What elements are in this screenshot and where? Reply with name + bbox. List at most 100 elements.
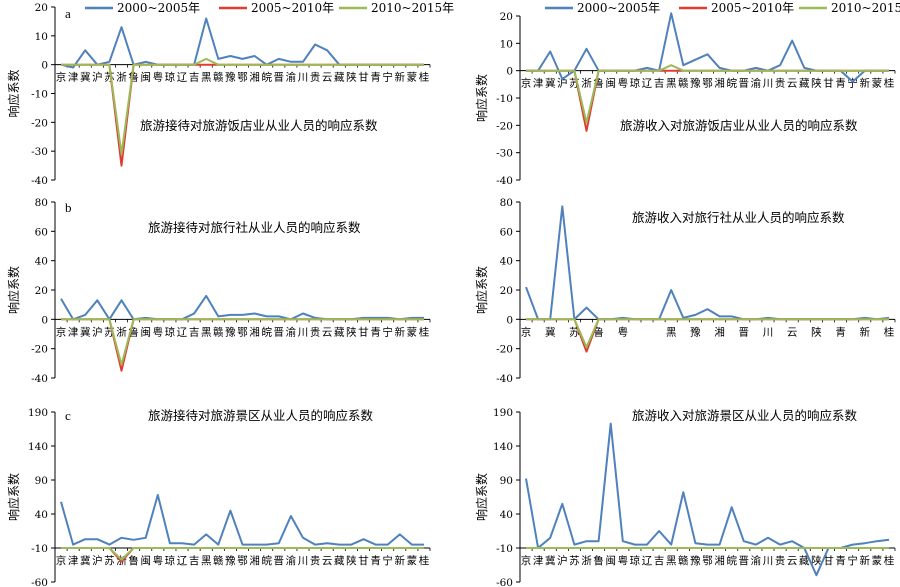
x-tick-label: 陕 — [346, 71, 357, 84]
x-tick-label: 桂 — [419, 325, 430, 338]
x-tick-label: 川 — [763, 78, 774, 90]
y-tick-label: 60 — [35, 226, 48, 238]
chart-panel: 1901409040-10-60京津冀沪苏浙鲁闽粤琼辽吉黑赣豫鄂湘皖晋渝川贵云藏… — [474, 407, 896, 587]
x-tick-label: 皖 — [726, 77, 737, 90]
legend-label: 2000~2005年 — [577, 1, 660, 15]
x-tick-label: 京 — [56, 71, 67, 84]
x-tick-label: 蒙 — [407, 71, 418, 84]
chart-title: 旅游收入对旅游饭店业从业人员的响应系数 — [620, 118, 858, 133]
x-tick-label: 津 — [533, 555, 544, 567]
y-tick-label: -20 — [31, 344, 48, 356]
x-tick-label: 津 — [68, 326, 79, 338]
x-tick-label: 闽 — [140, 325, 151, 338]
x-tick-label: 晋 — [274, 555, 285, 567]
legend: 2000~2005年 2005~2010年 2010~2015年 — [85, 1, 454, 15]
x-tick-label: 浙 — [581, 555, 592, 567]
legend-label: 2005~2010年 — [251, 1, 334, 15]
x-tick-label: 琼 — [165, 325, 176, 338]
y-tick-label: -60 — [31, 577, 48, 587]
y-tick-label: 20 — [35, 2, 48, 14]
panel-label: a — [65, 6, 71, 21]
x-tick-label: 黑 — [666, 78, 677, 90]
x-tick-label: 云 — [322, 555, 333, 567]
x-tick-label: 琼 — [165, 554, 176, 567]
x-tick-label: 川 — [298, 326, 309, 338]
x-tick-label: 冀 — [80, 554, 91, 567]
chart-panel: 1901409040-10-60京津冀沪苏浙鲁闽粤琼辽吉黑赣豫鄂湘皖晋渝川贵云藏… — [6, 407, 431, 587]
series-line — [60, 294, 424, 321]
y-tick-label: -60 — [496, 577, 513, 587]
x-tick-label: 京 — [56, 325, 67, 338]
x-tick-label: 辽 — [177, 72, 188, 84]
x-tick-label: 皖 — [261, 325, 272, 338]
x-tick-label: 浙 — [116, 72, 127, 84]
x-tick-label: 吉 — [189, 72, 200, 84]
x-tick-label: 甘 — [358, 554, 369, 567]
x-tick-label: 陕 — [811, 77, 822, 90]
x-tick-label: 粤 — [153, 325, 164, 338]
x-tick-label: 冀 — [80, 71, 91, 84]
x-tick-label: 蒙 — [407, 554, 418, 567]
x-tick-label: 甘 — [358, 325, 369, 338]
x-tick-label: 鄂 — [237, 326, 248, 338]
y-tick-label: 140 — [28, 441, 48, 453]
y-tick-label: 40 — [500, 509, 513, 521]
x-tick-label: 豫 — [690, 325, 701, 338]
y-tick-label: 40 — [35, 256, 48, 268]
x-tick-label: 川 — [298, 72, 309, 84]
y-axis-label: 响应系数 — [6, 266, 21, 314]
x-tick-label: 粤 — [618, 325, 629, 338]
y-tick-label: 0 — [41, 314, 48, 326]
x-tick-label: 陕 — [811, 325, 822, 338]
x-tick-label: 皖 — [261, 554, 272, 567]
y-tick-label: 90 — [35, 475, 48, 487]
x-tick-label: 津 — [68, 72, 79, 84]
x-tick-label: 沪 — [557, 77, 568, 90]
y-tick-label: -10 — [31, 543, 48, 555]
y-tick-label: 40 — [35, 509, 48, 521]
x-tick-label: 贵 — [310, 71, 321, 84]
x-tick-label: 甘 — [823, 77, 834, 90]
y-tick-label: 20 — [500, 11, 513, 23]
x-tick-label: 蒙 — [872, 554, 883, 567]
x-tick-label: 新 — [395, 554, 406, 567]
x-tick-label: 贵 — [775, 554, 786, 567]
x-tick-label: 渝 — [286, 554, 297, 567]
y-tick-label: 0 — [41, 60, 48, 72]
y-axis-label: 响应系数 — [474, 473, 489, 521]
x-tick-label: 豫 — [690, 554, 701, 567]
legend-label: 2010~2015年 — [371, 1, 454, 15]
x-tick-label: 云 — [322, 326, 333, 338]
x-tick-label: 晋 — [274, 72, 285, 84]
x-tick-label: 青 — [835, 77, 846, 90]
series-line — [60, 17, 424, 69]
panel-label: c — [65, 408, 71, 423]
x-tick-label: 青 — [835, 554, 846, 567]
x-tick-label: 粤 — [153, 554, 164, 567]
x-tick-label: 陕 — [346, 325, 357, 338]
y-tick-label: 40 — [500, 256, 513, 268]
x-tick-label: 琼 — [165, 71, 176, 84]
x-tick-label: 鲁 — [128, 325, 139, 338]
x-tick-label: 新 — [860, 325, 871, 338]
x-tick-label: 闽 — [140, 71, 151, 84]
y-tick-label: 20 — [500, 285, 513, 297]
x-tick-label: 沪 — [92, 554, 103, 567]
x-tick-label: 粤 — [618, 77, 629, 90]
x-tick-label: 云 — [787, 78, 798, 90]
chart-title: 旅游收入对旅行社从业人员的响应系数 — [632, 210, 845, 225]
x-tick-label: 湘 — [714, 325, 725, 338]
x-tick-label: 晋 — [274, 326, 285, 338]
legend-label: 2005~2010年 — [711, 1, 794, 15]
legend-label: 2010~2015年 — [831, 1, 900, 15]
x-tick-label: 川 — [763, 555, 774, 567]
x-tick-label: 赣 — [213, 554, 224, 567]
y-axis-label: 响应系数 — [6, 69, 21, 117]
x-tick-label: 渝 — [286, 325, 297, 338]
x-tick-label: 津 — [533, 78, 544, 90]
series-line — [61, 318, 424, 366]
chart-title: 旅游接待对旅游饭店业从业人员的响应系数 — [140, 118, 378, 133]
x-tick-label: 湘 — [249, 71, 260, 84]
x-tick-label: 浙 — [581, 78, 592, 90]
